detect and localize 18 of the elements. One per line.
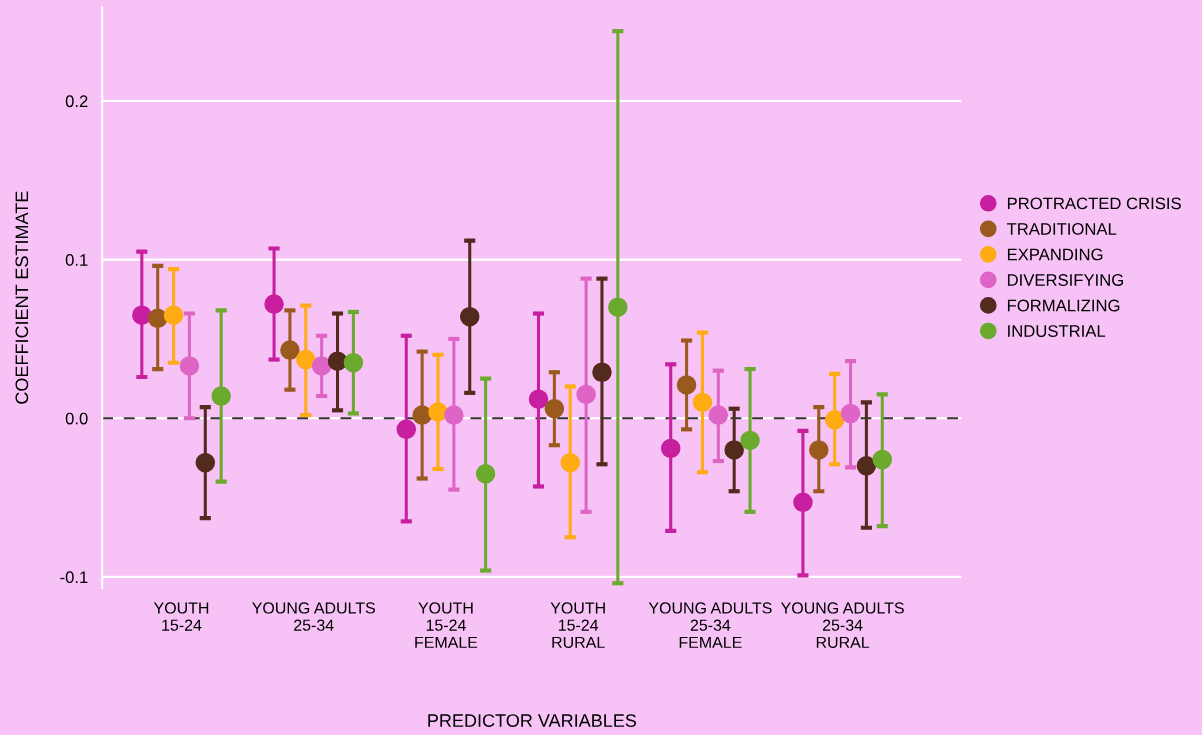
- legend-label: FORMALIZING: [1007, 299, 1120, 312]
- y-axis-title: COEFFICIENT ESTIMATE: [15, 191, 29, 404]
- legend-label: TRADITIONAL: [1006, 223, 1117, 235]
- legend-label: EXPANDING: [1007, 248, 1103, 261]
- x-tick-label: YOUNG ADULTS 25-34 FEMALE: [648, 602, 772, 648]
- x-tick-label: YOUTH 15-24 FEMALE: [415, 602, 478, 648]
- legend-label: PROTRACTED CRISIS: [1007, 197, 1181, 210]
- x-tick-label: YOUTH 15-24 RURAL: [550, 602, 605, 649]
- x-tick-label: YOUNG ADULTS 25-34: [252, 602, 375, 631]
- y-tick-label: -0.1: [60, 571, 88, 584]
- x-tick-label: YOUTH 15-24: [153, 602, 209, 631]
- y-tick-label: 0.2: [65, 95, 88, 108]
- legend-label: DIVERSIFYING: [1007, 274, 1123, 286]
- x-tick-label: YOUNG ADULTS 25-34 RURAL: [780, 602, 904, 649]
- x-axis-title: PREDICTOR VARIABLES: [428, 714, 637, 727]
- y-tick-label: 0.0: [65, 412, 88, 425]
- y-tick-label: 0.1: [65, 254, 88, 266]
- legend-label: INDUSTRIAL: [1008, 325, 1106, 337]
